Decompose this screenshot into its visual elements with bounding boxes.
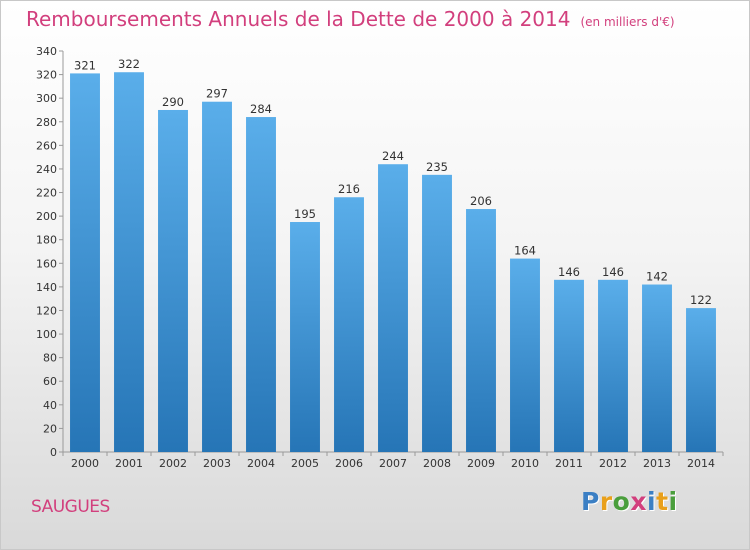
y-tick-label: 20 <box>43 422 57 435</box>
bar <box>554 279 584 452</box>
x-tick-label: 2001 <box>115 457 143 470</box>
y-tick-label: 280 <box>36 116 57 129</box>
y-tick-label: 40 <box>43 399 57 412</box>
bar <box>202 101 232 452</box>
bar-value-label: 195 <box>294 207 316 221</box>
y-tick-label: 180 <box>36 234 57 247</box>
bar <box>334 197 364 452</box>
bar-value-label: 284 <box>250 102 272 116</box>
bar-value-label: 297 <box>206 87 228 101</box>
bar <box>378 164 408 453</box>
chart-title: Remboursements Annuels de la Dette de 20… <box>26 7 675 31</box>
bar-value-label: 216 <box>338 182 360 196</box>
bar <box>598 279 628 452</box>
y-tick-label: 80 <box>43 352 57 365</box>
bar-value-label: 146 <box>602 265 624 279</box>
x-tick-label: 2012 <box>599 457 627 470</box>
logo-letter: x <box>630 487 647 516</box>
x-tick-label: 2008 <box>423 457 451 470</box>
y-tick-label: 120 <box>36 304 57 317</box>
y-tick-label: 100 <box>36 328 57 341</box>
bar <box>158 109 188 453</box>
bar-value-label: 122 <box>690 293 712 307</box>
chart-title-text: Remboursements Annuels de la Dette de 20… <box>26 7 571 31</box>
bar-value-label: 322 <box>118 57 140 71</box>
bar <box>290 222 320 452</box>
x-tick-label: 2009 <box>467 457 495 470</box>
bar <box>70 73 100 453</box>
proxiti-logo: Proxiti <box>581 487 678 516</box>
bar <box>422 174 452 452</box>
bar <box>642 284 672 452</box>
bar <box>686 308 716 452</box>
bar-value-label: 146 <box>558 265 580 279</box>
bar-value-label: 164 <box>514 244 536 258</box>
logo-letter: o <box>612 487 631 516</box>
x-tick-label: 2010 <box>511 457 539 470</box>
logo-letter: P <box>581 487 600 516</box>
x-tick-label: 2000 <box>71 457 99 470</box>
x-tick-label: 2004 <box>247 457 275 470</box>
x-tick-label: 2006 <box>335 457 363 470</box>
y-tick-label: 240 <box>36 163 57 176</box>
bar-value-label: 244 <box>382 149 404 163</box>
y-tick-label: 160 <box>36 257 57 270</box>
x-tick-label: 2003 <box>203 457 231 470</box>
x-tick-label: 2011 <box>555 457 583 470</box>
x-tick-label: 2007 <box>379 457 407 470</box>
bar-value-label: 235 <box>426 160 448 174</box>
x-tick-label: 2002 <box>159 457 187 470</box>
bar <box>246 117 276 452</box>
y-tick-label: 60 <box>43 375 57 388</box>
bar <box>510 258 540 452</box>
y-tick-label: 220 <box>36 187 57 200</box>
logo-letter: t <box>656 487 669 516</box>
x-tick-label: 2014 <box>687 457 715 470</box>
y-tick-label: 0 <box>50 446 57 459</box>
chart-subtitle: (en milliers d'€) <box>580 15 675 29</box>
logo-letter: r <box>599 487 613 516</box>
bar-value-label: 321 <box>74 58 96 72</box>
logo-letter: i <box>647 487 657 516</box>
y-tick-label: 300 <box>36 92 57 105</box>
y-tick-label: 340 <box>36 45 57 58</box>
bar-value-label: 290 <box>162 95 184 109</box>
y-tick-label: 140 <box>36 281 57 294</box>
place-name: SAUGUES <box>31 497 110 517</box>
y-tick-label: 260 <box>36 139 57 152</box>
logo-letter: i <box>668 487 678 516</box>
y-tick-label: 320 <box>36 69 57 82</box>
x-tick-label: 2005 <box>291 457 319 470</box>
bar <box>466 209 496 452</box>
bar <box>114 72 144 453</box>
bar-value-label: 142 <box>646 270 668 284</box>
bar-value-label: 206 <box>470 194 492 208</box>
x-tick-label: 2013 <box>643 457 671 470</box>
y-tick-label: 200 <box>36 210 57 223</box>
